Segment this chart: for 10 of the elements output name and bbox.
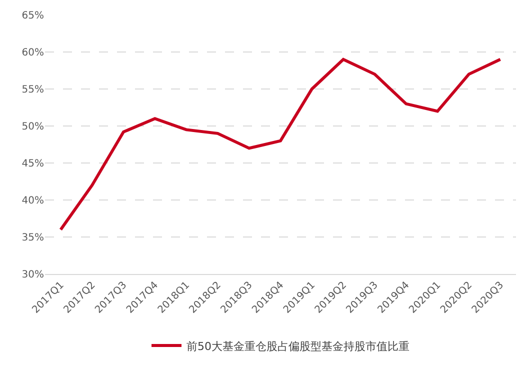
line-series [59,58,502,232]
y-tick-label: 50% [22,122,44,132]
y-tick-label: 60% [22,48,44,58]
y-tick-label: 45% [22,158,44,170]
y-tick-label: 55% [22,84,44,96]
legend-label: 前50大基金重仓股占偏股型基金持股市值比重 [186,340,410,353]
y-tick-label: 30% [22,270,44,280]
y-tick-label: 35% [22,232,44,244]
y-tick-label: 65% [22,10,44,22]
y-tick-label: 40% [22,196,44,206]
